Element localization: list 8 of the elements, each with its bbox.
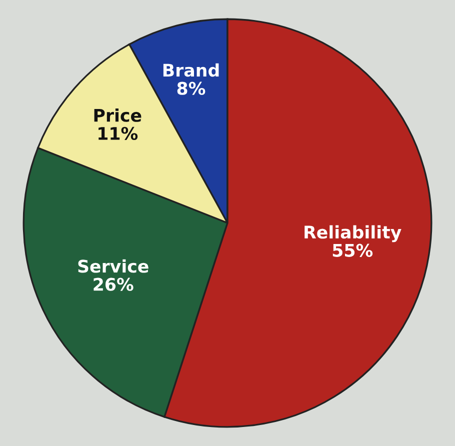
- data-label: 55%: [332, 244, 373, 257]
- data-label: 11%: [98, 126, 138, 140]
- data-label: 8%: [177, 82, 206, 95]
- slice-label: Service: [78, 259, 148, 273]
- slice-label: Brand: [163, 63, 219, 77]
- slice-label: Price: [94, 108, 142, 122]
- slice-label: Reliability: [304, 225, 402, 242]
- data-label: 26%: [94, 278, 134, 291]
